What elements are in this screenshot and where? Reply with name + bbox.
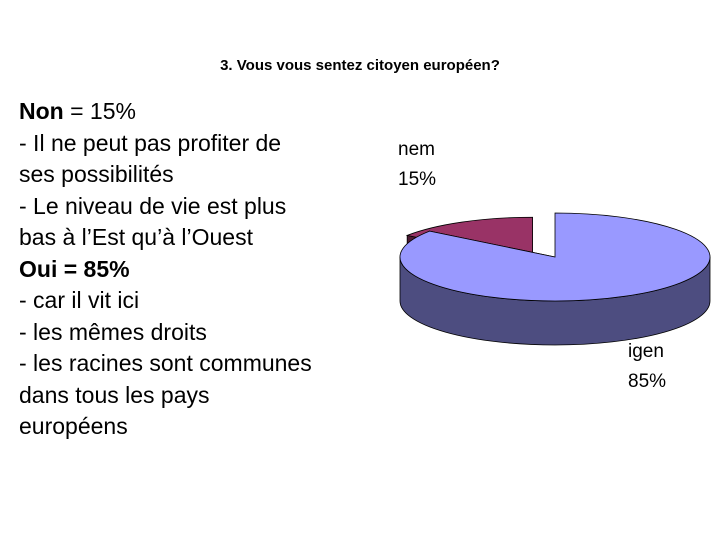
no-reason-4: bas à l’Est qu’à l’Ouest bbox=[19, 224, 253, 250]
yes-reason-4: dans tous les pays bbox=[19, 381, 210, 408]
no-heading: Non bbox=[19, 98, 64, 124]
slide-title: 3. Vous vous sentez citoyen européen? bbox=[220, 57, 500, 74]
no-value: = 15% bbox=[63, 98, 136, 124]
pie-group bbox=[399, 212, 711, 346]
yes-reason-1: - car il vit ici bbox=[19, 287, 140, 313]
yes-reason-5: européens bbox=[19, 413, 128, 439]
yes-heading: Oui = 85% bbox=[19, 255, 130, 282]
slice-value-nem: 15% bbox=[398, 169, 436, 190]
yes-reason-2: - les mêmes droits bbox=[19, 318, 207, 345]
slice-label-igen: igen bbox=[628, 341, 664, 362]
yes-reason-3: - les racines sont communes bbox=[19, 350, 312, 376]
slice-igen bbox=[399, 212, 711, 302]
no-line: Non = 15% bbox=[19, 96, 379, 128]
no-reason-1: - Il ne peut pas profiter de bbox=[19, 129, 282, 156]
no-reason-2: ses possibilités bbox=[19, 161, 174, 187]
notes-text: Non = 15% - Il ne peut pas profiter de s… bbox=[19, 96, 379, 443]
slice-label-nem: nem bbox=[398, 139, 435, 160]
no-reason-3: - Le niveau de vie est plus bbox=[19, 192, 287, 219]
slice-value-igen: 85% bbox=[628, 371, 666, 392]
